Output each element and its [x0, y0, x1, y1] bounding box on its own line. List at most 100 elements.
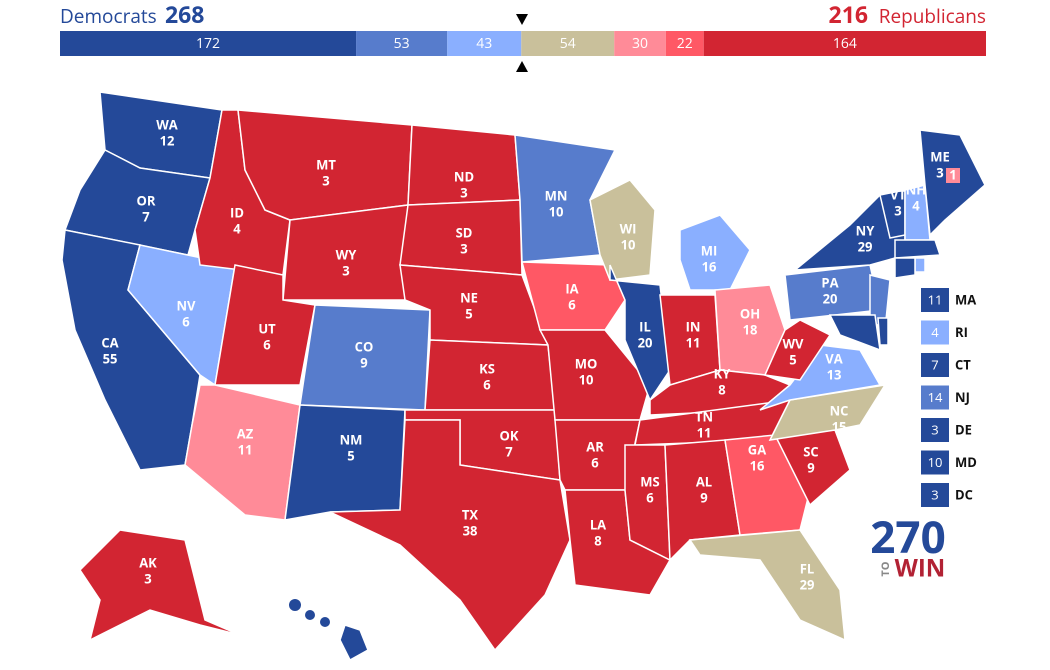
state-abbr: NC — [830, 401, 849, 419]
rep-label: Republicans — [879, 3, 986, 29]
state-abbr: ID — [230, 203, 244, 221]
state-shape — [329, 419, 571, 652]
bar-label: 54 — [560, 34, 576, 53]
state-shape — [914, 257, 926, 273]
state-ev: 6 — [568, 295, 576, 313]
bar-label: 43 — [476, 34, 492, 53]
state-ev: 10 — [579, 370, 594, 388]
state-ev: 10 — [549, 202, 564, 220]
state-abbr: ND — [454, 167, 474, 185]
state-ev: 3 — [894, 201, 901, 219]
state-shape — [759, 344, 882, 411]
state-shape — [339, 624, 369, 662]
state-shape — [320, 617, 330, 627]
state-abbr: MN — [545, 186, 568, 204]
logo-to: TO — [878, 561, 893, 576]
callout-box — [921, 483, 949, 507]
bar-segment — [614, 31, 666, 56]
callout-box — [921, 450, 949, 475]
state-abbr: WA — [156, 115, 178, 133]
state-abbr: OH — [740, 304, 760, 322]
state-abbr: NH — [906, 180, 927, 198]
state-shape — [521, 261, 626, 331]
state-abbr: OR — [137, 191, 156, 209]
callout-ev: 10 — [928, 453, 943, 471]
callout-ev: 4 — [931, 323, 939, 341]
state-ev: 5 — [347, 446, 354, 464]
state-ev: 4 — [912, 196, 920, 214]
callout-box — [921, 385, 949, 410]
callout-abbr: DC — [955, 485, 973, 503]
state-abbr: PA — [821, 273, 838, 291]
dem-total: 268 — [165, 0, 204, 30]
state-shape — [63, 149, 211, 256]
callout-abbr: RI — [955, 323, 968, 341]
callout-box — [921, 288, 949, 312]
state-ev: 9 — [700, 488, 707, 506]
callout-ev: 11 — [928, 290, 943, 308]
callout-abbr: MA — [955, 290, 976, 308]
bar-label: 22 — [677, 34, 693, 53]
state-ev: 7 — [505, 442, 513, 460]
state-shape — [624, 444, 671, 562]
logo-win: WIN — [895, 551, 946, 584]
state-ev: 3 — [460, 239, 467, 257]
bar-segment — [703, 31, 986, 56]
state-abbr: LA — [590, 515, 606, 533]
bar-label: 164 — [833, 34, 857, 53]
state-ev: 9 — [807, 458, 814, 476]
callout-box — [921, 353, 949, 377]
state-abbr: AR — [586, 437, 604, 455]
state-ev: 11 — [238, 440, 253, 458]
state-abbr: SC — [803, 442, 818, 460]
state-shape — [289, 599, 301, 611]
state-ev: 8 — [718, 380, 725, 398]
state-shape — [688, 529, 846, 642]
state-shape — [649, 369, 792, 416]
state-ev: 7 — [142, 207, 150, 225]
callout-ev: 3 — [931, 485, 938, 503]
state-ev: 55 — [103, 349, 118, 367]
logo-number: 270 — [870, 506, 945, 566]
state-ev: 6 — [646, 488, 654, 506]
state-abbr: WV — [782, 334, 804, 352]
state-abbr: AL — [696, 472, 712, 490]
state-abbr: NV — [176, 296, 196, 314]
state-shape — [79, 529, 241, 642]
bar-label: 53 — [394, 34, 410, 53]
district-box — [946, 168, 960, 183]
state-abbr: NE — [460, 288, 478, 306]
callout-abbr: NJ — [955, 388, 970, 406]
state-ev: 5 — [789, 350, 796, 368]
state-ev: 18 — [743, 320, 758, 338]
state-ev: 3 — [342, 261, 349, 279]
state-ev: 29 — [858, 237, 873, 255]
state-ev: 16 — [750, 456, 765, 474]
callout-ev: 3 — [931, 420, 938, 438]
bar-segment — [665, 31, 704, 56]
bar-label: 30 — [632, 34, 648, 53]
state-abbr: VT — [890, 185, 906, 203]
state-ev: 20 — [823, 289, 838, 307]
state-ev: 4 — [233, 219, 241, 237]
state-abbr: ME — [930, 147, 950, 165]
state-ev: 16 — [702, 257, 717, 275]
state-abbr: OK — [500, 426, 519, 444]
state-abbr: NM — [340, 430, 363, 448]
state-abbr: FL — [800, 559, 814, 577]
district-ev: 1 — [949, 165, 956, 183]
state-abbr: MO — [575, 354, 598, 372]
state-abbr: VA — [825, 349, 842, 367]
state-shape — [894, 239, 942, 259]
callout-abbr: MD — [955, 453, 977, 471]
state-ev: 12 — [160, 131, 175, 149]
state-abbr: IN — [686, 317, 701, 335]
bar-segment — [521, 31, 615, 56]
state-ev: 10 — [621, 235, 636, 253]
callout-box — [921, 320, 949, 345]
state-ev: 13 — [827, 365, 842, 383]
bar-segment — [447, 31, 522, 56]
state-shape — [894, 257, 916, 279]
state-abbr: IA — [565, 279, 578, 297]
state-abbr: NY — [856, 221, 876, 239]
